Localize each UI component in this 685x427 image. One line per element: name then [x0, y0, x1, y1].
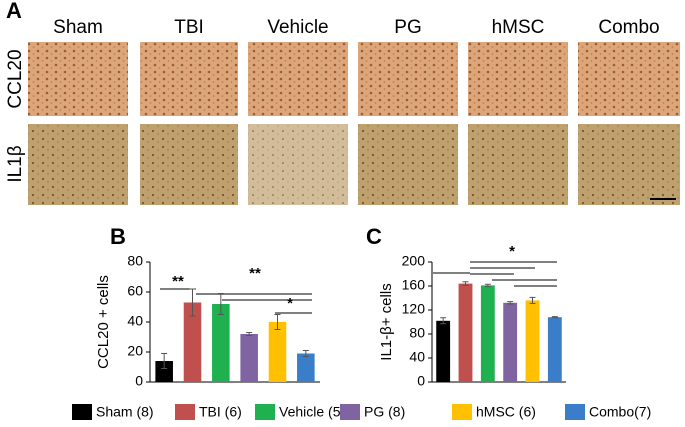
bar — [547, 317, 562, 382]
column-label: Sham — [53, 17, 103, 38]
micrographs — [28, 42, 680, 205]
y-tick-label: 200 — [402, 253, 426, 269]
y-tick-label: 160 — [402, 277, 426, 293]
error-bar — [302, 350, 309, 357]
significance-label: * — [509, 243, 515, 260]
row-label: CCL20 — [5, 49, 26, 108]
error-bar — [274, 314, 281, 330]
error-bar — [217, 293, 224, 315]
y-tick-label: 20 — [127, 343, 143, 359]
y-tick-label: 80 — [409, 325, 425, 341]
column-label: Vehicle — [267, 17, 328, 38]
y-axis-label: CCL20 + cells — [95, 275, 112, 369]
legend-label: hMSC (6) — [476, 404, 536, 420]
bar — [436, 320, 451, 382]
bar — [297, 353, 315, 382]
bar — [155, 361, 173, 382]
bar — [480, 285, 495, 382]
legend-swatch — [255, 404, 275, 420]
error-bar — [440, 317, 447, 325]
bar — [212, 304, 230, 382]
bar — [458, 283, 473, 382]
legend-swatch — [565, 404, 585, 420]
error-bar — [529, 296, 536, 304]
legend-label: Vehicle (5) — [279, 404, 345, 420]
bar — [525, 300, 540, 382]
y-tick-label: 40 — [127, 313, 143, 329]
y-tick-label: 0 — [135, 373, 143, 389]
error-bar — [462, 281, 469, 286]
error-bar — [551, 316, 558, 319]
significance-label: ** — [172, 273, 184, 290]
legend-label: Combo(7) — [589, 404, 651, 420]
y-tick-label: 80 — [127, 253, 143, 269]
error-bar — [189, 288, 196, 317]
y-tick-label: 0 — [417, 373, 425, 389]
y-tick-label: 40 — [409, 349, 425, 365]
bar — [183, 302, 202, 382]
panel-label: B — [110, 224, 126, 249]
error-bar — [484, 283, 491, 288]
significance-label: ** — [249, 265, 261, 282]
significance-label: * — [287, 295, 293, 312]
panel-label: A — [6, 0, 22, 23]
column-label: hMSC — [492, 17, 545, 38]
column-label: TBI — [174, 17, 204, 38]
bar — [503, 302, 518, 382]
bar — [268, 322, 287, 382]
bar — [240, 334, 258, 382]
y-tick-label: 120 — [402, 301, 426, 317]
legend-label: Sham (8) — [96, 404, 154, 420]
legend-swatch — [340, 404, 360, 420]
legend-swatch — [175, 404, 195, 420]
error-bar — [507, 301, 514, 305]
legend-label: TBI (6) — [199, 404, 242, 420]
error-bar — [161, 353, 168, 369]
row-label: IL1β — [5, 145, 26, 182]
panel-label: C — [366, 224, 382, 249]
column-label: PG — [394, 17, 421, 38]
legend-swatch — [72, 404, 92, 420]
error-bar — [246, 332, 253, 336]
column-label: Combo — [598, 17, 659, 38]
y-tick-label: 60 — [127, 283, 143, 299]
significance-brackets — [160, 261, 557, 314]
legend-swatch — [452, 404, 472, 420]
y-axis-label: IL1-β+ cells — [378, 283, 395, 360]
legend-label: PG (8) — [364, 404, 405, 420]
